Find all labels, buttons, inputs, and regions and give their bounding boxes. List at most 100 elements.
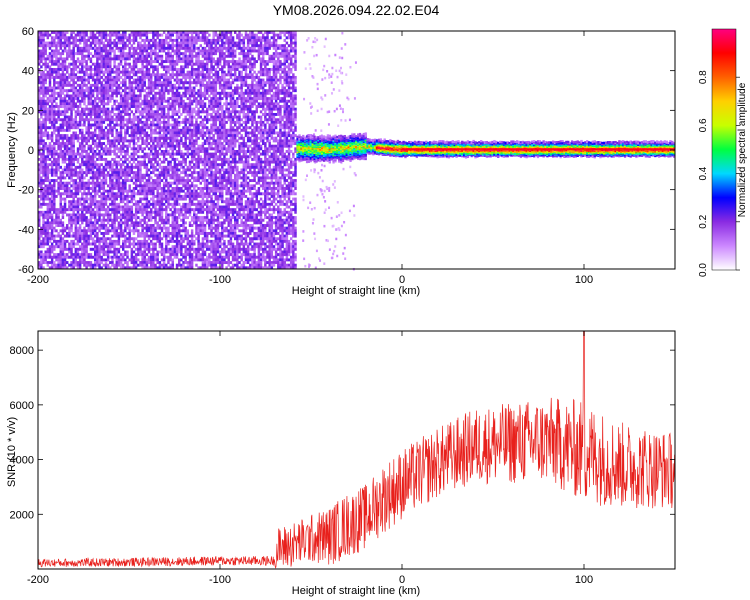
heatmap-cell bbox=[152, 65, 155, 69]
heatmap-cell bbox=[137, 231, 140, 235]
heatmap-cell bbox=[89, 226, 93, 230]
heatmap-cell bbox=[55, 163, 58, 167]
heatmap-cell bbox=[96, 110, 99, 114]
heatmap-cell bbox=[106, 41, 110, 45]
heatmap-cell bbox=[190, 52, 194, 56]
heatmap-cell bbox=[173, 91, 177, 95]
heatmap-cell bbox=[121, 187, 125, 190]
heatmap-cell bbox=[68, 163, 71, 167]
heatmap-cell bbox=[139, 224, 142, 227]
heatmap-cell bbox=[175, 120, 179, 124]
heatmap-cell bbox=[50, 44, 54, 48]
heatmap-cell bbox=[59, 62, 62, 66]
heatmap-cell bbox=[104, 163, 108, 167]
heatmap-cell bbox=[53, 41, 56, 45]
heatmap-cell bbox=[184, 208, 187, 212]
heatmap-cell bbox=[106, 94, 110, 98]
heatmap-cell bbox=[40, 250, 43, 254]
heatmap-cell bbox=[137, 89, 140, 93]
heatmap-cell bbox=[132, 245, 136, 249]
heatmap-cell bbox=[63, 94, 67, 98]
heatmap-cell bbox=[180, 176, 183, 180]
heatmap-cell bbox=[117, 179, 121, 183]
heatmap-cell bbox=[40, 168, 43, 172]
heatmap-cell bbox=[139, 250, 142, 254]
heatmap-cell bbox=[177, 229, 181, 233]
heatmap-cell bbox=[87, 128, 90, 132]
heatmap-cell bbox=[68, 202, 71, 206]
heatmap-cell bbox=[55, 152, 58, 156]
heatmap-cell bbox=[190, 60, 194, 64]
heatmap-cell bbox=[173, 65, 177, 69]
heatmap-cell bbox=[177, 197, 181, 201]
heatmap-cell bbox=[42, 112, 45, 116]
heatmap-cell bbox=[145, 136, 149, 140]
heatmap-cell bbox=[184, 38, 187, 42]
heatmap-cell bbox=[85, 205, 88, 209]
heatmap-cell bbox=[96, 226, 99, 230]
heatmap-cell bbox=[158, 57, 162, 61]
heatmap-cell bbox=[94, 205, 97, 209]
heatmap-cell bbox=[158, 73, 162, 77]
heatmap-cell bbox=[106, 245, 110, 249]
heatmap-cell bbox=[169, 142, 172, 146]
heatmap-cell bbox=[173, 49, 177, 53]
heatmap-cell bbox=[147, 123, 151, 127]
heatmap-cell bbox=[68, 89, 71, 93]
heatmap-cell bbox=[115, 253, 118, 257]
heatmap-cell bbox=[121, 97, 125, 101]
heatmap-cell bbox=[61, 105, 65, 108]
heatmap-cell bbox=[91, 160, 95, 164]
heatmap-cell bbox=[124, 210, 127, 214]
heatmap-cell bbox=[180, 160, 183, 164]
heatmap-cell bbox=[106, 142, 110, 146]
heatmap-cell bbox=[182, 54, 185, 58]
heatmap-cell bbox=[59, 173, 62, 177]
heatmap-cell bbox=[121, 171, 125, 175]
heatmap-cell bbox=[143, 261, 146, 265]
heatmap-cell bbox=[180, 213, 183, 217]
heatmap-cell bbox=[139, 33, 142, 37]
heatmap-cell bbox=[68, 155, 71, 159]
heatmap-cell bbox=[119, 218, 123, 222]
heatmap-cell bbox=[102, 218, 106, 222]
heatmap-cell bbox=[59, 31, 62, 34]
heatmap-cell bbox=[38, 120, 41, 124]
heatmap-cell bbox=[61, 99, 65, 103]
heatmap-cell bbox=[169, 184, 172, 188]
heatmap-cell bbox=[66, 231, 69, 235]
heatmap-cell bbox=[102, 152, 106, 156]
heatmap-cell bbox=[87, 184, 90, 188]
heatmap-cell bbox=[152, 205, 155, 209]
heatmap-cell bbox=[109, 73, 112, 77]
heatmap-cell bbox=[46, 44, 50, 48]
heatmap-cell bbox=[44, 110, 47, 114]
heatmap-cell bbox=[111, 70, 114, 74]
heatmap-cell bbox=[57, 136, 60, 140]
heatmap-cell bbox=[94, 44, 97, 48]
heatmap-cell bbox=[115, 218, 118, 222]
heatmap-cell bbox=[188, 261, 192, 265]
heatmap-cell bbox=[119, 139, 123, 143]
heatmap-cell bbox=[147, 261, 151, 265]
heatmap-cell bbox=[98, 239, 101, 243]
heatmap-cell bbox=[177, 231, 181, 235]
heatmap-cell bbox=[38, 181, 41, 185]
heatmap-cell bbox=[143, 255, 146, 259]
heatmap-cell bbox=[85, 250, 88, 254]
heatmap-cell bbox=[186, 176, 190, 180]
heatmap-cell bbox=[57, 73, 60, 77]
heatmap-cell bbox=[132, 91, 136, 95]
heatmap-cell bbox=[132, 157, 136, 161]
heatmap-cell bbox=[46, 197, 50, 201]
heatmap-cell bbox=[115, 115, 118, 119]
heatmap-cell bbox=[134, 150, 138, 153]
heatmap-cell bbox=[169, 33, 172, 37]
heatmap-cell bbox=[171, 86, 174, 90]
heatmap-cell bbox=[53, 110, 56, 114]
heatmap-cell bbox=[143, 221, 146, 225]
heatmap-cell bbox=[128, 38, 131, 42]
heatmap-cell bbox=[89, 210, 93, 214]
heatmap-cell bbox=[87, 187, 90, 190]
heatmap-cell bbox=[115, 226, 118, 230]
